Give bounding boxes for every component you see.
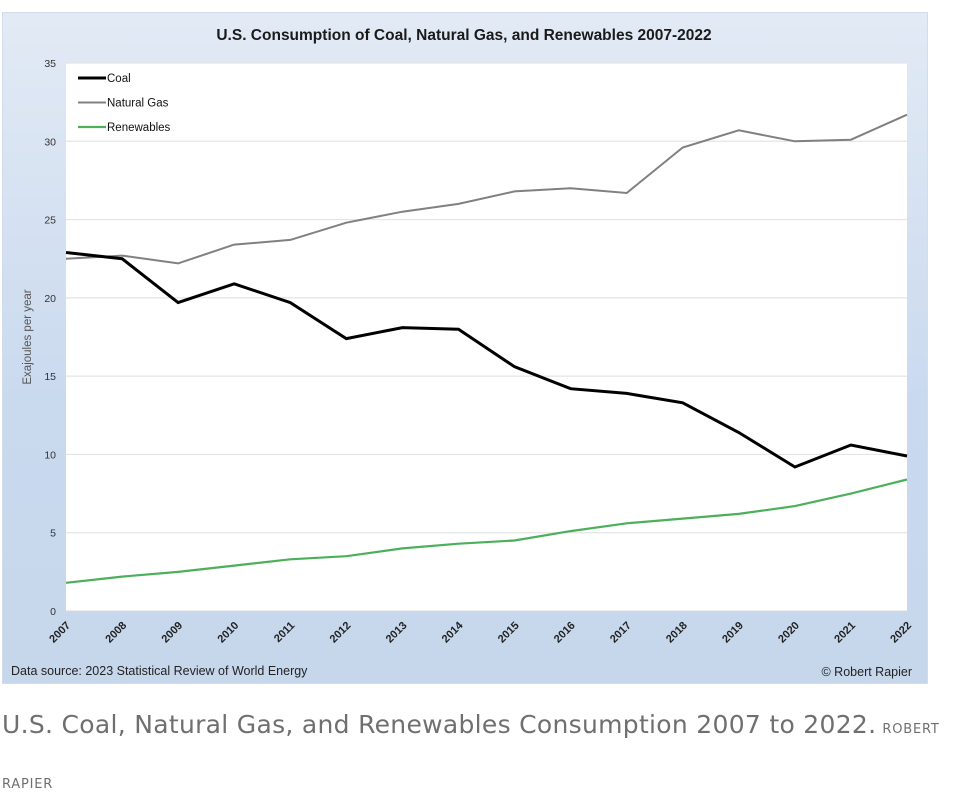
series-lines [65, 113, 908, 584]
data-source-note: Data source: 2023 Statistical Review of … [11, 664, 308, 678]
x-tick-label: 2008 [103, 620, 129, 646]
y-tick-label: 15 [44, 371, 56, 383]
legend-label: Natural Gas [107, 98, 169, 110]
x-axis-ticks: 2007 2008 2009 2010 2011 2012 2013 2014 2015 2016… [47, 619, 914, 645]
x-tick-label: 2021 [832, 620, 858, 646]
y-tick-label: 25 [44, 215, 56, 227]
x-tick-label: 2018 [664, 620, 690, 646]
caption-credit: Robert Rapier [2, 722, 940, 792]
x-tick-label: 2020 [776, 620, 802, 646]
y-tick-label: 5 [50, 528, 56, 540]
y-axis-label: Exajoules per year [22, 289, 34, 384]
y-axis-ticks: 0 5 10 15 20 25 30 35 [44, 58, 56, 618]
plot-area [66, 63, 907, 611]
series-line-renewables [65, 478, 908, 584]
series-line-coal [65, 251, 908, 469]
y-tick-label: 20 [44, 293, 56, 305]
y-tick-label: 10 [44, 449, 56, 461]
x-tick-label: 2007 [47, 620, 73, 646]
x-tick-label: 2014 [440, 619, 466, 645]
copyright-note: © Robert Rapier [822, 665, 913, 679]
caption-text: U.S. Coal, Natural Gas, and Renewables C… [2, 710, 877, 739]
series-line-natural-gas [65, 113, 908, 265]
x-tick-label: 2010 [216, 620, 242, 646]
x-tick-label: 2009 [159, 620, 185, 646]
x-tick-label: 2015 [496, 620, 522, 646]
legend-label: Renewables [107, 122, 171, 134]
x-tick-label: 2022 [888, 620, 914, 646]
chart-title: U.S. Consumption of Coal, Natural Gas, a… [216, 27, 711, 44]
x-tick-label: 2016 [552, 620, 578, 646]
y-tick-label: 0 [50, 606, 56, 618]
y-tick-label: 30 [44, 136, 56, 148]
x-tick-label: 2011 [272, 620, 297, 645]
legend: Coal Natural Gas Renewables [78, 73, 171, 134]
x-tick-label: 2019 [720, 620, 746, 646]
x-tick-label: 2013 [384, 620, 410, 646]
gridlines [66, 62, 907, 612]
x-tick-label: 2012 [328, 620, 354, 646]
legend-label: Coal [107, 73, 131, 85]
x-tick-label: 2017 [608, 620, 634, 646]
figure-caption: U.S. Coal, Natural Gas, and Renewables C… [2, 700, 942, 810]
y-tick-label: 35 [44, 58, 56, 70]
